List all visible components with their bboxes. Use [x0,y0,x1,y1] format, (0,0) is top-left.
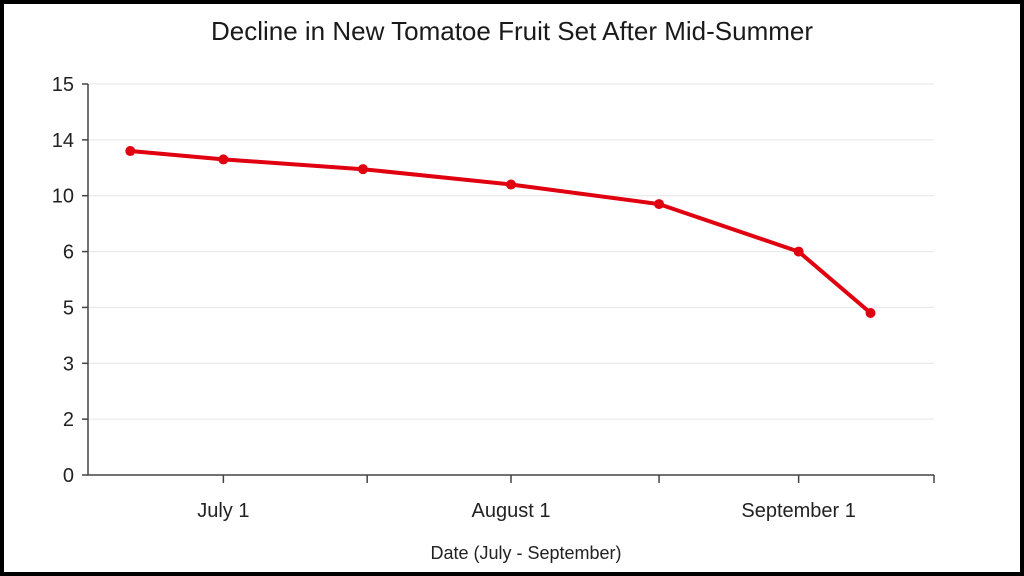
chart-title: Decline in New Tomatoe Fruit Set After M… [210,16,814,46]
series-line [128,149,873,315]
data-point [125,146,136,157]
y-tick-label: 14 [52,130,74,152]
y-tick-label: 10 [52,186,74,208]
x-tick-label: July 1 [197,500,249,522]
x-tick-label: September 1 [741,500,856,522]
data-point [357,164,368,175]
grid-lines [88,83,934,420]
x-tick-label: August 1 [472,500,551,522]
data-point [865,308,876,319]
y-ticks: 0 2 3 5 6 10 14 15 [52,74,88,487]
y-tick-label: 3 [63,353,74,375]
y-tick-label: 0 [63,465,74,487]
y-tick-label: 5 [63,297,74,319]
chart-frame: Decline in New Tomatoe Fruit Set After M… [4,4,1020,572]
line-chart: 0 2 3 5 6 10 14 15 July 1 August 1 September 1 Da… [52,74,935,563]
data-point [506,179,516,190]
data-point [654,199,665,210]
x-axis-title: Date (July - September) [430,543,621,563]
y-tick-label: 2 [63,409,74,431]
series-layer [125,146,876,319]
axes [87,84,934,476]
data-point [793,246,804,257]
data-point [218,154,229,165]
x-ticks: July 1 August 1 September 1 [197,475,935,522]
y-tick-label: 6 [63,242,74,264]
y-tick-label: 15 [52,74,74,96]
